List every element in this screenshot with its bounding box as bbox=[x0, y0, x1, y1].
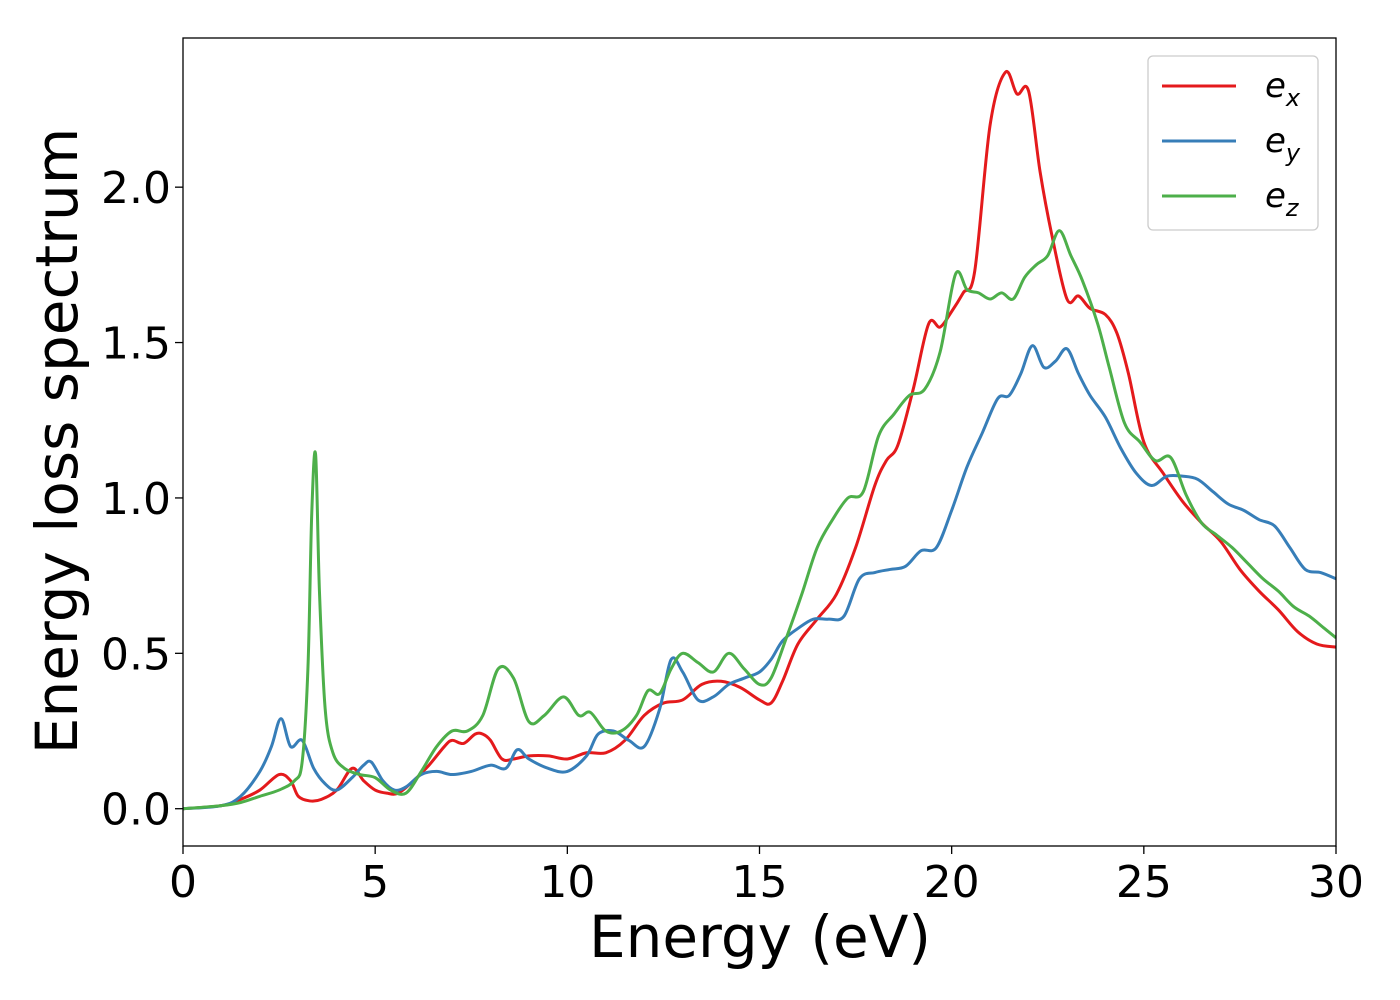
x-axis-label: Energy (eV) bbox=[589, 903, 931, 971]
series-line-ey bbox=[183, 344, 1336, 811]
x-tick-label: 5 bbox=[361, 857, 389, 908]
legend-entry-ez: ez bbox=[1265, 176, 1300, 222]
x-tick-label: 0 bbox=[169, 857, 197, 908]
x-axis-ticks: 0 5 10 15 20 25 30 bbox=[169, 846, 1364, 908]
y-axis-label: Energy loss spectrum bbox=[23, 128, 91, 754]
y-tick-label: 1.0 bbox=[101, 474, 171, 525]
x-tick-label: 30 bbox=[1308, 857, 1364, 908]
y-tick-label: 1.5 bbox=[101, 319, 171, 370]
y-tick-label: 0.5 bbox=[101, 629, 171, 680]
legend-box bbox=[1147, 55, 1319, 231]
y-axis-ticks: 0.0 0.5 1.0 1.5 2.0 bbox=[101, 163, 183, 836]
x-tick-label: 10 bbox=[539, 857, 595, 908]
legend-entry-ey: ey bbox=[1265, 121, 1301, 167]
x-tick-label: 20 bbox=[924, 857, 980, 908]
series-line-ex bbox=[183, 70, 1336, 811]
series-line-ez bbox=[183, 229, 1336, 811]
x-tick-label: 25 bbox=[1116, 857, 1172, 908]
legend: ex ey ez bbox=[1147, 55, 1319, 231]
x-tick-label: 15 bbox=[732, 857, 788, 908]
series-lines bbox=[183, 70, 1336, 811]
y-tick-label: 0.0 bbox=[101, 785, 171, 836]
y-tick-label: 2.0 bbox=[101, 163, 171, 214]
legend-entry-ex: ex bbox=[1265, 66, 1301, 112]
